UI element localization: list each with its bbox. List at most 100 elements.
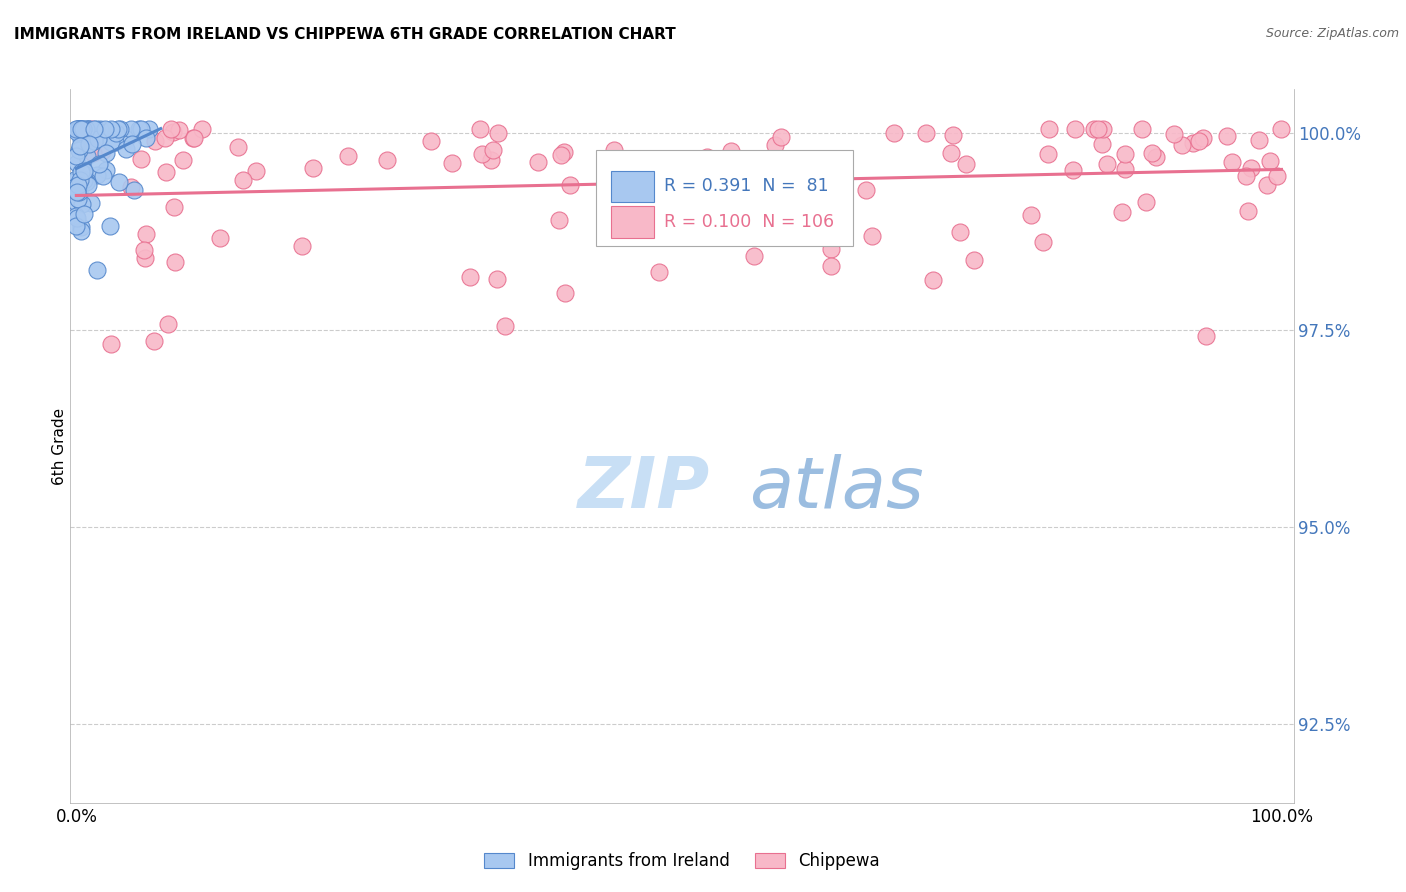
Point xyxy=(87,132,110,146)
Point xyxy=(96,146,118,161)
FancyBboxPatch shape xyxy=(612,206,654,238)
Point xyxy=(67,121,90,136)
Point xyxy=(883,126,905,140)
Point xyxy=(191,121,214,136)
Point xyxy=(65,209,87,223)
Point xyxy=(70,165,93,179)
Point xyxy=(66,192,89,206)
Point xyxy=(120,121,142,136)
Point xyxy=(209,231,232,245)
Point xyxy=(155,165,177,179)
Point xyxy=(66,178,89,192)
Point xyxy=(769,129,792,144)
Point xyxy=(72,121,94,136)
Point xyxy=(766,200,789,214)
Point xyxy=(550,148,572,162)
Point xyxy=(724,216,747,230)
Point xyxy=(419,135,441,149)
Point xyxy=(89,121,111,136)
Point xyxy=(105,126,128,140)
Point xyxy=(1220,154,1243,169)
Point xyxy=(942,128,965,142)
Point xyxy=(72,197,94,211)
Point xyxy=(67,181,90,195)
Point xyxy=(1247,133,1270,147)
Point xyxy=(602,143,624,157)
Point xyxy=(73,167,96,181)
Point xyxy=(65,149,87,163)
Point xyxy=(232,173,254,187)
Point xyxy=(1063,121,1085,136)
Point xyxy=(1142,145,1164,160)
Point xyxy=(143,134,166,148)
Point xyxy=(553,145,575,159)
Text: R = 0.100  N = 106: R = 0.100 N = 106 xyxy=(664,213,834,231)
Point xyxy=(98,219,121,233)
Point xyxy=(1092,121,1115,136)
Point xyxy=(172,153,194,167)
Point xyxy=(76,127,98,141)
FancyBboxPatch shape xyxy=(612,170,654,202)
Point xyxy=(696,150,718,164)
Point xyxy=(114,142,136,156)
Point xyxy=(73,162,96,177)
Point xyxy=(1095,157,1118,171)
Point xyxy=(132,244,155,258)
Point xyxy=(669,162,692,177)
Point xyxy=(91,169,114,183)
Point xyxy=(744,249,766,263)
Point xyxy=(86,263,108,277)
Point xyxy=(66,121,89,136)
Point xyxy=(1240,161,1263,175)
Point xyxy=(76,149,98,163)
Point xyxy=(955,157,977,171)
Point xyxy=(1144,150,1167,164)
Point xyxy=(470,121,492,136)
Point xyxy=(70,223,93,237)
Point xyxy=(1256,178,1278,193)
Point xyxy=(855,183,877,197)
Point xyxy=(69,132,91,146)
Point xyxy=(66,121,89,136)
Point xyxy=(915,126,938,140)
Point xyxy=(1216,128,1239,143)
Point xyxy=(471,146,494,161)
Point xyxy=(921,273,943,287)
Point xyxy=(84,121,107,136)
Point xyxy=(163,255,186,269)
Point xyxy=(1090,136,1112,151)
Point xyxy=(1114,146,1136,161)
Point xyxy=(458,269,481,284)
Point xyxy=(481,144,503,158)
Point xyxy=(100,121,122,136)
Point xyxy=(66,185,89,199)
Point xyxy=(1087,121,1109,136)
Point xyxy=(1234,169,1257,184)
Text: Source: ZipAtlas.com: Source: ZipAtlas.com xyxy=(1265,27,1399,40)
Point xyxy=(65,194,87,209)
Point xyxy=(440,156,463,170)
Point xyxy=(83,121,105,136)
Point xyxy=(1083,121,1105,136)
Point xyxy=(1111,205,1133,219)
Point xyxy=(375,153,398,167)
Point xyxy=(226,140,249,154)
Point xyxy=(558,178,581,192)
Point xyxy=(135,227,157,241)
Text: IMMIGRANTS FROM IRELAND VS CHIPPEWA 6TH GRADE CORRELATION CHART: IMMIGRANTS FROM IRELAND VS CHIPPEWA 6TH … xyxy=(14,27,676,42)
Point xyxy=(65,174,87,188)
Point xyxy=(720,144,742,158)
Point xyxy=(1265,169,1288,183)
Point xyxy=(67,121,90,136)
Point xyxy=(1192,131,1215,145)
Point xyxy=(129,121,152,136)
Point xyxy=(479,153,502,168)
Point xyxy=(820,259,842,273)
Point xyxy=(941,145,963,160)
Point xyxy=(167,123,190,137)
Point xyxy=(75,175,97,189)
Point xyxy=(1188,134,1211,148)
Point xyxy=(156,318,179,332)
Point xyxy=(82,137,104,152)
Point xyxy=(100,337,122,351)
